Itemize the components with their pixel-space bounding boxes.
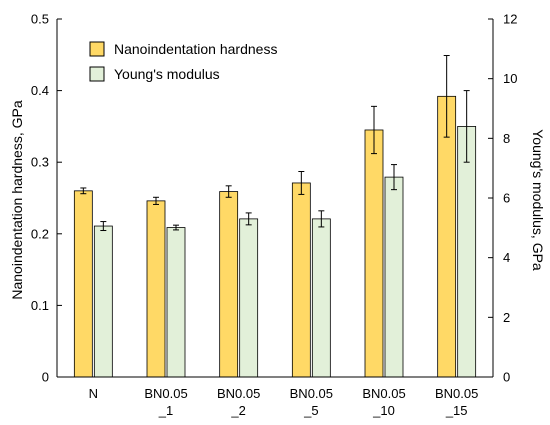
left-tick-labels: 0 0.1 0.2 0.3 0.4 0.5 (31, 12, 49, 385)
category-label-line: BN0.05 (435, 386, 478, 401)
right-tick-label-3: 6 (503, 191, 510, 206)
bar-modulus-1 (166, 227, 186, 378)
category-label-line: _10 (372, 403, 395, 418)
right-tick-labels: 0 2 4 6 8 10 12 (503, 12, 517, 385)
legend-label-hardness: Nanoindentation hardness (114, 41, 277, 57)
left-tick-label-4: 0.4 (31, 83, 49, 98)
left-tick-label-2: 0.2 (31, 226, 49, 241)
right-tick-label-5: 10 (503, 71, 517, 86)
left-tick-label-3: 0.3 (31, 155, 49, 170)
bar-modulus-0 (93, 225, 113, 378)
bar-modulus-5 (457, 126, 477, 378)
legend: Nanoindentation hardness Young's modulus (89, 41, 277, 82)
category-label-5: BN0.05 _15 (435, 386, 478, 418)
category-label-line: _2 (230, 403, 245, 418)
category-label-0: N (89, 386, 98, 401)
bar-hardness-2 (219, 191, 239, 378)
category-label-line: BN0.05 (290, 386, 333, 401)
bar-hardness-1 (146, 200, 166, 378)
category-label-line: _5 (303, 403, 318, 418)
right-tick-label-6: 12 (503, 12, 517, 27)
bar-hardness-4 (364, 129, 384, 378)
category-label-line: N (89, 386, 98, 401)
category-label-line: BN0.05 (217, 386, 260, 401)
left-tick-label-5: 0.5 (31, 12, 49, 27)
bars-layer (73, 95, 477, 378)
category-label-line: _15 (445, 403, 468, 418)
bar-hardness-5 (437, 95, 457, 378)
right-tick-label-4: 8 (503, 131, 510, 146)
category-label-1: BN0.05 _1 (144, 386, 187, 418)
category-label-4: BN0.05 _10 (362, 386, 405, 418)
right-tick-label-2: 4 (503, 250, 510, 265)
axes-layer (56, 18, 494, 378)
bar-modulus-2 (239, 218, 259, 378)
y-axis-title-right: Young's modulus, GPa (530, 129, 546, 271)
right-tick-label-1: 2 (503, 310, 510, 325)
bar-hardness-0 (73, 190, 93, 378)
error-bars-layer (80, 55, 470, 232)
legend-swatch-modulus (89, 66, 105, 82)
bar-hardness-3 (291, 182, 311, 378)
left-tick-label-1: 0.1 (31, 298, 49, 313)
category-label-line: BN0.05 (144, 386, 187, 401)
left-tick-label-0: 0 (42, 370, 49, 385)
bar-modulus-4 (384, 176, 404, 378)
legend-swatch-hardness (89, 41, 105, 57)
category-label-line: BN0.05 (362, 386, 405, 401)
right-tick-label-0: 0 (503, 370, 510, 385)
bar-modulus-3 (311, 218, 331, 378)
y-axis-title-left: Nanoindentation hardness, GPa (9, 100, 25, 299)
category-label-3: BN0.05 _5 (290, 386, 333, 418)
legend-label-modulus: Young's modulus (114, 66, 220, 82)
category-label-2: BN0.05 _2 (217, 386, 260, 418)
category-label-line: _1 (158, 403, 173, 418)
